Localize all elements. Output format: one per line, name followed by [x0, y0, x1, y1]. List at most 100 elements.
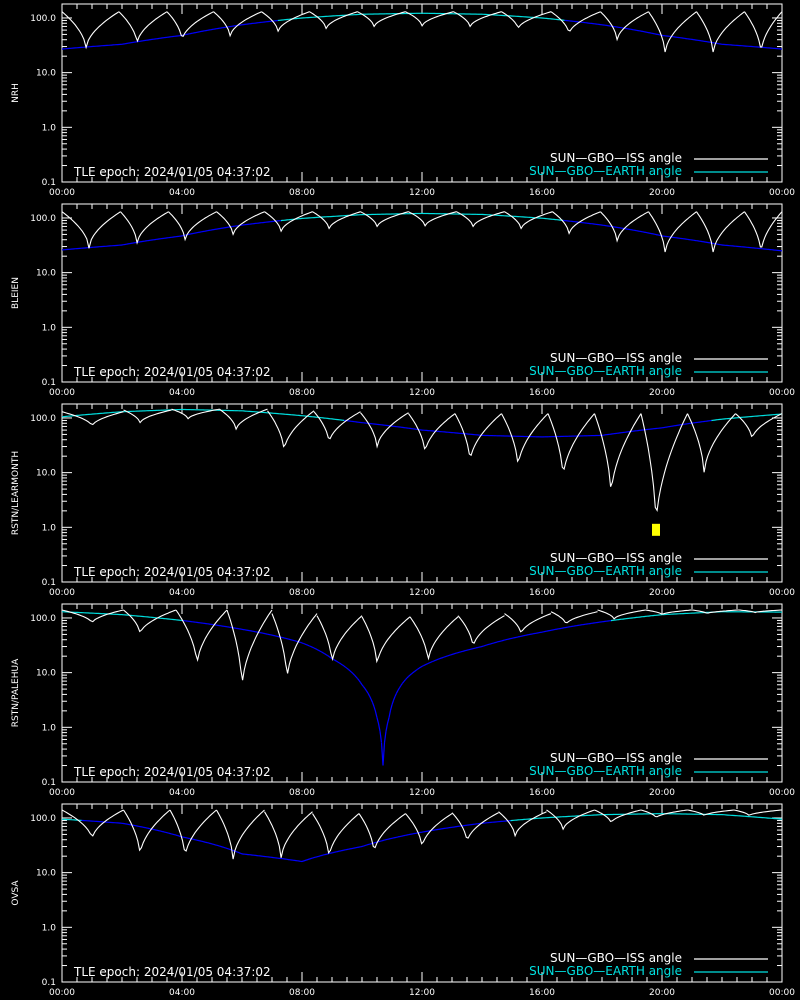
earth-angle-segment	[349, 670, 352, 673]
iss-angle-segment	[597, 609, 646, 620]
legend-iss-label: SUN—GBO—ISS angle	[550, 551, 682, 565]
y-tick-label: 10.0	[36, 869, 56, 879]
legend-iss-label: SUN—GBO—ISS angle	[550, 951, 682, 965]
earth-angle-segment	[432, 660, 435, 663]
earth-angle-segment	[339, 662, 342, 665]
earth-angle-segment	[366, 844, 369, 846]
earth-angle-segment	[448, 654, 451, 656]
iss-angle-segment	[408, 413, 456, 450]
earth-angle-segment	[307, 644, 310, 647]
earth-angle-segment	[453, 652, 456, 655]
legend-iss-label: SUN—GBO—ISS angle	[550, 351, 682, 365]
earth-angle-segment	[315, 648, 318, 651]
iss-angle-segment	[361, 616, 411, 664]
iss-angle-segment	[358, 813, 406, 849]
earth-angle-segment	[334, 659, 337, 662]
earth-angle-segment	[417, 667, 420, 670]
iss-angle-segment	[264, 211, 313, 233]
earth-angle-segment	[447, 654, 450, 657]
iss-angle-segment	[457, 615, 505, 644]
iss-angle-segment	[687, 809, 735, 816]
minimum-marker	[652, 523, 660, 536]
x-tick-label: 04:00	[169, 588, 195, 598]
earth-angle-segment	[418, 666, 421, 669]
iss-angle-segment	[271, 613, 318, 674]
earth-angle-segment	[444, 655, 447, 658]
earth-angle-segment	[414, 669, 417, 672]
iss-angle-segment	[454, 413, 502, 457]
y-tick-label: 10.0	[36, 469, 56, 479]
iss-angle-segment	[733, 809, 783, 816]
earth-angle-segment	[342, 664, 345, 667]
earth-angle-segment	[226, 847, 229, 850]
x-tick-label: 20:00	[649, 388, 675, 398]
earth-angle-segment	[301, 860, 304, 863]
x-tick-label: 12:00	[409, 388, 435, 398]
earth-angle-segment	[238, 852, 241, 854]
iss-angle-segment	[61, 411, 124, 426]
iss-angle-segment	[216, 809, 265, 860]
iss-angle-segment	[501, 413, 549, 463]
iss-angle-segment	[312, 813, 360, 855]
x-tick-label: 08:00	[289, 988, 315, 998]
earth-angle-segment	[392, 696, 396, 701]
x-tick-label: 20:00	[649, 588, 675, 598]
y-tick-label: 1.0	[42, 723, 57, 733]
earth-angle-segment	[420, 665, 423, 668]
y-tick-label: 1.0	[42, 523, 57, 533]
earth-angle-segment	[301, 642, 304, 645]
earth-angle-segment	[398, 685, 402, 689]
legend-iss-label: SUN—GBO—ISS angle	[550, 151, 682, 165]
earth-angle-segment	[395, 690, 399, 694]
x-tick-label: 08:00	[289, 388, 315, 398]
y-tick-label: 10.0	[36, 69, 56, 79]
legend-earth-label: SUN—GBO—EARTH angle	[529, 964, 682, 978]
earth-angle-segment	[379, 731, 383, 743]
earth-angle-segment	[412, 671, 415, 674]
iss-angle-segment	[744, 211, 783, 248]
earth-angle-segment	[316, 648, 319, 651]
earth-angle-segment	[486, 644, 489, 646]
earth-angle-segment	[309, 857, 312, 860]
earth-angle-segment	[175, 834, 178, 837]
earth-angle-segment	[328, 656, 331, 659]
y-tick-label: 0.1	[42, 978, 56, 988]
legend-earth-label: SUN—GBO—EARTH angle	[529, 364, 682, 378]
earth-angle-segment	[228, 848, 231, 850]
legend-iss-label: SUN—GBO—ISS angle	[550, 751, 682, 765]
earth-angle-segment	[178, 835, 181, 838]
y-tick-label: 100.0	[30, 14, 56, 24]
earth-angle-segment	[457, 651, 460, 654]
legend-earth-label: SUN—GBO—EARTH angle	[529, 164, 682, 178]
earth-angle-segment	[333, 658, 336, 661]
earth-angle-segment	[415, 668, 418, 671]
iss-angle-segment	[360, 412, 409, 449]
x-tick-label: 04:00	[169, 788, 195, 798]
earth-angle-segment	[429, 661, 432, 664]
iss-angle-segment	[169, 809, 217, 852]
iss-angle-segment	[738, 609, 783, 614]
earth-angle-segment	[368, 695, 372, 700]
earth-angle-segment	[361, 684, 364, 687]
earth-angle-segment	[496, 641, 499, 643]
earth-angle-segment	[322, 652, 325, 655]
earth-angle-segment	[408, 674, 411, 677]
x-tick-label: 16:00	[529, 188, 555, 198]
earth-angle-segment	[382, 742, 386, 766]
x-tick-label: 04:00	[169, 388, 195, 398]
panel-1: 0.1 1.0 10.0 100.0 00:00 04:00 08:00 12:00 16:00…	[11, 3, 795, 198]
earth-angle-segment	[376, 717, 380, 724]
earth-angle-segment	[355, 676, 358, 679]
earth-angle-segment	[391, 700, 395, 705]
earth-angle-segment	[388, 710, 392, 718]
y-tick-label: 1.0	[42, 923, 57, 933]
earth-angle-segment	[363, 845, 366, 847]
legend-earth-label: SUN—GBO—EARTH angle	[529, 764, 682, 778]
tle-epoch-label: TLE epoch: 2024/01/05 04:37:02	[73, 765, 271, 779]
iss-angle-segment	[267, 410, 315, 448]
y-tick-label: 0.1	[42, 178, 56, 188]
earth-angle-segment	[426, 662, 429, 665]
y-tick-label: 10.0	[36, 669, 56, 679]
earth-angle-segment	[346, 667, 349, 670]
